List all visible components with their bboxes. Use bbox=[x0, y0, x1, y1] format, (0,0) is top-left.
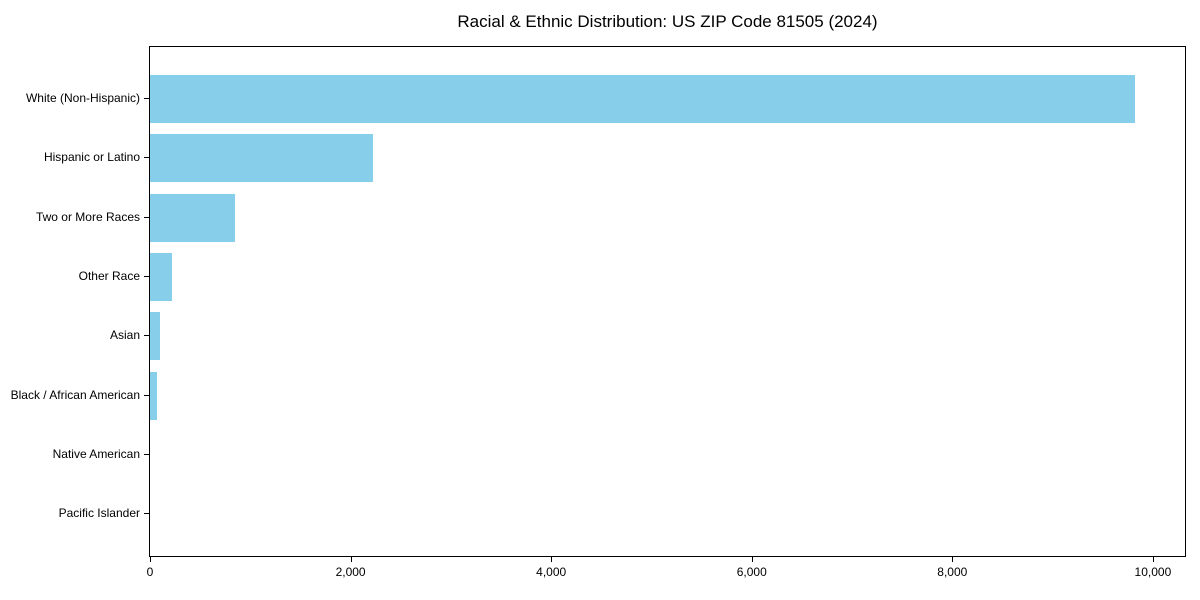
x-tick-mark bbox=[350, 557, 352, 562]
y-tick-mark bbox=[144, 98, 149, 99]
bar bbox=[150, 252, 173, 301]
x-tick-mark bbox=[551, 557, 553, 562]
bar bbox=[150, 75, 1135, 123]
y-axis-label: Pacific Islander bbox=[58, 506, 140, 521]
y-tick-mark bbox=[144, 453, 149, 455]
x-tick-mark bbox=[952, 557, 954, 562]
x-tick-label: 8,000 bbox=[937, 565, 968, 579]
y-tick-mark bbox=[144, 513, 149, 515]
y-axis-label: Black / African American bbox=[10, 387, 140, 402]
x-tick-label: 4,000 bbox=[536, 565, 567, 579]
x-tick-label: 2,000 bbox=[335, 565, 366, 579]
y-axis-label: Hispanic or Latino bbox=[43, 150, 140, 165]
x-tick-mark bbox=[1152, 557, 1154, 562]
x-tick-label: 6,000 bbox=[736, 565, 767, 579]
bar bbox=[150, 134, 373, 183]
y-axis-label: Native American bbox=[52, 446, 140, 461]
chart-title: Racial & Ethnic Distribution: US ZIP Cod… bbox=[457, 12, 878, 31]
y-axis-label: Asian bbox=[109, 328, 140, 343]
y-axis-label: Other Race bbox=[78, 268, 140, 283]
bar bbox=[150, 193, 236, 242]
x-tick-label: 10,000 bbox=[1134, 565, 1172, 579]
bar bbox=[150, 312, 161, 361]
bar bbox=[150, 371, 158, 420]
x-tick-label: 0 bbox=[146, 565, 154, 579]
x-tick-mark bbox=[751, 557, 753, 562]
x-tick-mark bbox=[150, 557, 151, 562]
y-axis-label: Two or More Races bbox=[35, 209, 140, 224]
y-axis-label: White (Non-Hispanic) bbox=[25, 91, 140, 105]
y-tick-mark bbox=[144, 394, 149, 396]
plot-area bbox=[149, 46, 1186, 557]
y-tick-mark bbox=[144, 335, 149, 337]
y-tick-mark bbox=[144, 157, 149, 159]
y-tick-mark bbox=[144, 275, 149, 277]
y-tick-mark bbox=[144, 216, 149, 218]
